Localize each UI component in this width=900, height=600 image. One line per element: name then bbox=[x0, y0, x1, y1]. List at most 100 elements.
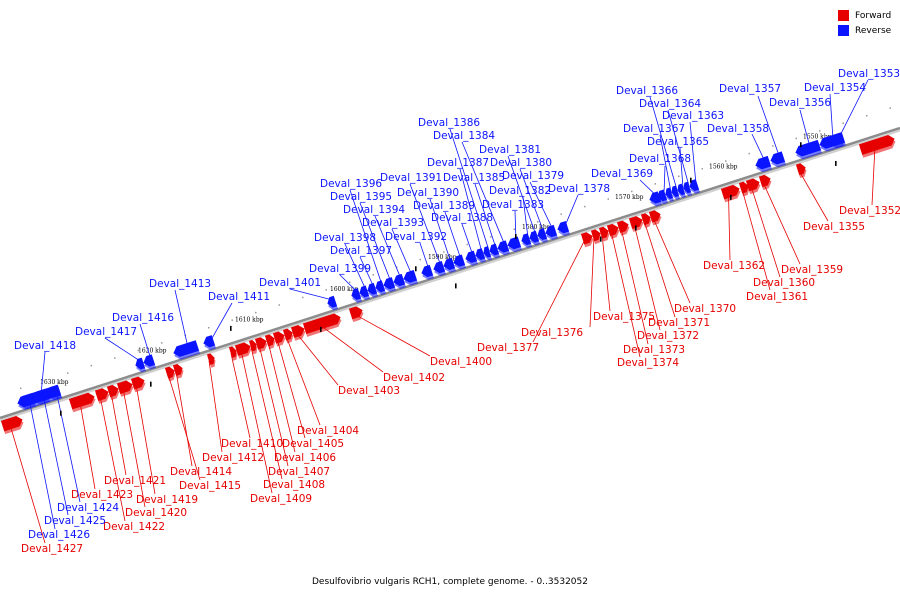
gene-label-Deval_1427: Deval_1427 bbox=[21, 543, 83, 555]
scale-dot bbox=[654, 183, 656, 185]
leader-Deval_1355 bbox=[798, 170, 829, 222]
leader-Deval_1422 bbox=[99, 395, 126, 522]
scale-dot bbox=[819, 130, 821, 132]
gene-label-Deval_1365: Deval_1365 bbox=[647, 136, 709, 148]
gene-arrow bbox=[497, 240, 510, 253]
scale-dot bbox=[725, 160, 727, 162]
leader-Deval_1412 bbox=[208, 360, 223, 453]
gene-Deval_1383 bbox=[507, 236, 523, 253]
gene-arrow bbox=[649, 191, 662, 204]
gene-arrow bbox=[248, 339, 257, 352]
gene-arrow bbox=[677, 183, 686, 196]
gene-label-Deval_1417: Deval_1417 bbox=[75, 326, 137, 338]
gene-Deval_1395 bbox=[383, 277, 396, 293]
gene-label-Deval_1381: Deval_1381 bbox=[479, 144, 541, 156]
leader-Deval_1361 bbox=[741, 188, 771, 291]
leader-Deval_1421 bbox=[110, 392, 127, 476]
gene-arrow bbox=[272, 331, 285, 344]
gene-label-Deval_1394: Deval_1394 bbox=[343, 204, 405, 216]
gene-label-Deval_1396: Deval_1396 bbox=[320, 178, 382, 190]
gene-arrow bbox=[640, 213, 651, 226]
gene-Deval_1398 bbox=[359, 285, 370, 301]
scale-label-1610: 1610 kbp bbox=[235, 316, 264, 323]
scale-dot bbox=[678, 175, 680, 178]
gene-Deval_1367 bbox=[665, 187, 675, 202]
gene-label-Deval_1390: Deval_1390 bbox=[397, 187, 459, 199]
gene-label-Deval_1416: Deval_1416 bbox=[112, 312, 174, 324]
gene-arrow bbox=[671, 185, 680, 198]
gene-Deval_1420 bbox=[116, 380, 134, 397]
leader-Deval_1368 bbox=[663, 165, 666, 195]
scale-dot bbox=[443, 251, 445, 253]
leader-Deval_1360 bbox=[750, 185, 781, 278]
leader-Deval_1367 bbox=[659, 134, 672, 192]
gene-Deval_1423 bbox=[68, 392, 96, 413]
leader-Deval_1415 bbox=[167, 373, 201, 481]
leader-Deval_1403 bbox=[295, 332, 339, 386]
scale-dot bbox=[208, 326, 210, 329]
leader-Deval_1362 bbox=[728, 193, 731, 261]
leader-Deval_1381 bbox=[507, 155, 537, 236]
gene-label-Deval_1358: Deval_1358 bbox=[707, 123, 769, 135]
gene-Deval_1422 bbox=[94, 388, 110, 404]
gene-label-Deval_1369: Deval_1369 bbox=[591, 168, 653, 180]
feature-tick bbox=[835, 160, 837, 166]
gene-label-Deval_1414: Deval_1414 bbox=[170, 466, 232, 478]
gene-label-Deval_1406: Deval_1406 bbox=[274, 452, 336, 464]
gene-Deval_1401 bbox=[327, 295, 338, 311]
feature-tick bbox=[635, 225, 637, 231]
gene-arrow bbox=[143, 354, 156, 367]
scale-dot bbox=[67, 372, 69, 374]
gene-arrow bbox=[507, 236, 522, 250]
gene-Deval_1415 bbox=[164, 366, 176, 382]
gene-label-Deval_1383: Deval_1383 bbox=[482, 199, 544, 211]
gene-arrow bbox=[375, 280, 386, 293]
scale-dot bbox=[772, 145, 774, 147]
gene-arrow bbox=[164, 366, 175, 379]
gene-label-Deval_1424: Deval_1424 bbox=[57, 502, 119, 514]
gene-Deval_1382 bbox=[521, 233, 532, 249]
scale-dot bbox=[701, 167, 703, 170]
scale-dot bbox=[161, 342, 163, 344]
gene-label-Deval_1384: Deval_1384 bbox=[433, 130, 495, 142]
leader-Deval_1390 bbox=[429, 198, 452, 263]
gene-label-Deval_1387: Deval_1387 bbox=[427, 157, 489, 169]
gene-label-Deval_1371: Deval_1371 bbox=[648, 317, 710, 329]
gene-Deval_1388 bbox=[465, 250, 478, 266]
gene-arrow bbox=[795, 139, 822, 157]
gene-label-Deval_1392: Deval_1392 bbox=[385, 231, 447, 243]
gene-Deval_1374 bbox=[606, 223, 620, 239]
gene-arrow bbox=[130, 376, 145, 390]
scale-label-1570: 1570 kbp bbox=[615, 194, 644, 201]
scale-label-1580: 1580 kbp bbox=[522, 224, 551, 231]
leader-Deval_1358 bbox=[751, 133, 766, 162]
gene-label-Deval_1397: Deval_1397 bbox=[330, 245, 392, 257]
gene-Deval_1355 bbox=[795, 163, 807, 179]
gene-Deval_1399 bbox=[351, 288, 362, 303]
gene-Deval_1352 bbox=[858, 134, 896, 158]
gene-label-Deval_1407: Deval_1407 bbox=[268, 466, 330, 478]
leader-Deval_1411 bbox=[210, 302, 233, 341]
leader-Deval_1401 bbox=[289, 288, 335, 301]
gene-arrow bbox=[367, 282, 378, 295]
leader-Deval_1399 bbox=[339, 274, 359, 293]
scale-dot bbox=[137, 349, 139, 352]
gene-arrow bbox=[254, 337, 267, 350]
gene-label-Deval_1398: Deval_1398 bbox=[314, 232, 376, 244]
leader-Deval_1391 bbox=[409, 183, 442, 267]
scale-dot bbox=[466, 243, 468, 246]
scale-dot bbox=[795, 137, 797, 140]
gene-arrow bbox=[755, 155, 772, 170]
gene-label-Deval_1400: Deval_1400 bbox=[430, 356, 492, 368]
leader-Deval_1377 bbox=[532, 239, 586, 343]
gene-arrow bbox=[327, 295, 338, 308]
feature-tick bbox=[415, 266, 417, 272]
genome-caption: Desulfovibrio vulgaris RCH1, complete ge… bbox=[312, 577, 588, 587]
gene-Deval_1359 bbox=[758, 174, 772, 190]
genome-backbone bbox=[0, 126, 900, 420]
leader-Deval_1385 bbox=[474, 183, 497, 249]
gene-label-Deval_1370: Deval_1370 bbox=[674, 303, 736, 315]
gene-arrow bbox=[348, 306, 363, 320]
scale-dot bbox=[396, 266, 398, 268]
gene-arrow bbox=[648, 210, 661, 223]
